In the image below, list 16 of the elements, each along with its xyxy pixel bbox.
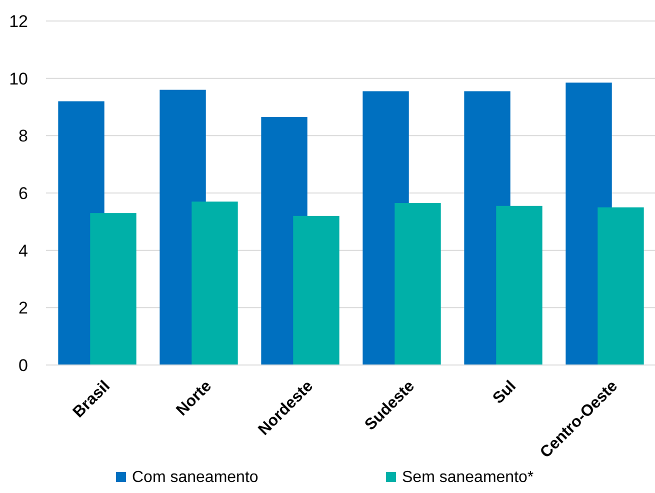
- bar: [90, 213, 136, 365]
- y-tick-label: 6: [18, 184, 28, 203]
- legend-label: Com saneamento: [132, 469, 258, 486]
- bar: [394, 203, 441, 365]
- y-tick-label: 10: [9, 69, 28, 88]
- bar: [496, 206, 542, 365]
- y-tick-label: 0: [18, 356, 28, 375]
- bar: [598, 207, 644, 365]
- y-tick-label: 4: [18, 241, 28, 260]
- y-tick-label: 2: [18, 298, 28, 318]
- bar: [192, 202, 238, 365]
- y-tick-label: 8: [18, 126, 28, 146]
- y-tick-label: 12: [9, 12, 28, 31]
- legend-label: Sem saneamento*: [402, 469, 534, 486]
- x-tick-label: Sul: [490, 378, 520, 408]
- bar: [293, 216, 340, 365]
